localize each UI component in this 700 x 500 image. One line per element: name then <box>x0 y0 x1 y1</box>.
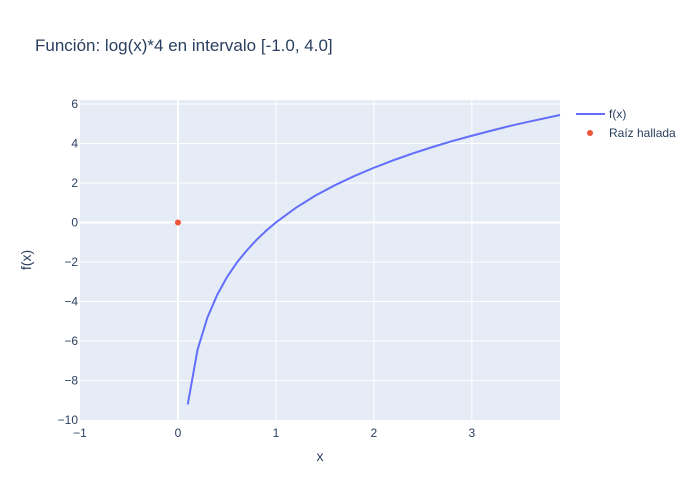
root-marker <box>175 219 181 225</box>
y-tick-label: 6 <box>71 97 78 111</box>
chart-title: Función: log(x)*4 en intervalo [-1.0, 4.… <box>35 36 333 55</box>
y-tick-label: 2 <box>71 176 78 190</box>
x-tick-label: 1 <box>273 426 280 440</box>
y-tick-label: −4 <box>64 294 78 308</box>
x-tick-label: 2 <box>371 426 378 440</box>
legend-item[interactable]: f(x) <box>576 107 626 121</box>
legend-label: Raíz hallada <box>609 126 676 140</box>
x-tick-label: −1 <box>73 426 87 440</box>
legend-label: f(x) <box>609 107 626 121</box>
y-tick-label: −8 <box>64 373 78 387</box>
x-axis-title: x <box>317 448 324 464</box>
y-tick-label: −6 <box>64 334 78 348</box>
legend-item[interactable]: Raíz hallada <box>587 126 676 140</box>
y-tick-label: −10 <box>58 413 79 427</box>
plot-area <box>80 100 560 420</box>
x-tick-label: 3 <box>468 426 475 440</box>
y-tick-label: −2 <box>64 255 78 269</box>
x-tick-label: 0 <box>175 426 182 440</box>
legend[interactable]: f(x) Raíz hallada <box>576 107 676 140</box>
y-axis-title: f(x) <box>18 250 34 270</box>
y-tick-label: 0 <box>71 215 78 229</box>
legend-marker-swatch <box>587 130 593 136</box>
y-tick-label: 4 <box>71 136 78 150</box>
